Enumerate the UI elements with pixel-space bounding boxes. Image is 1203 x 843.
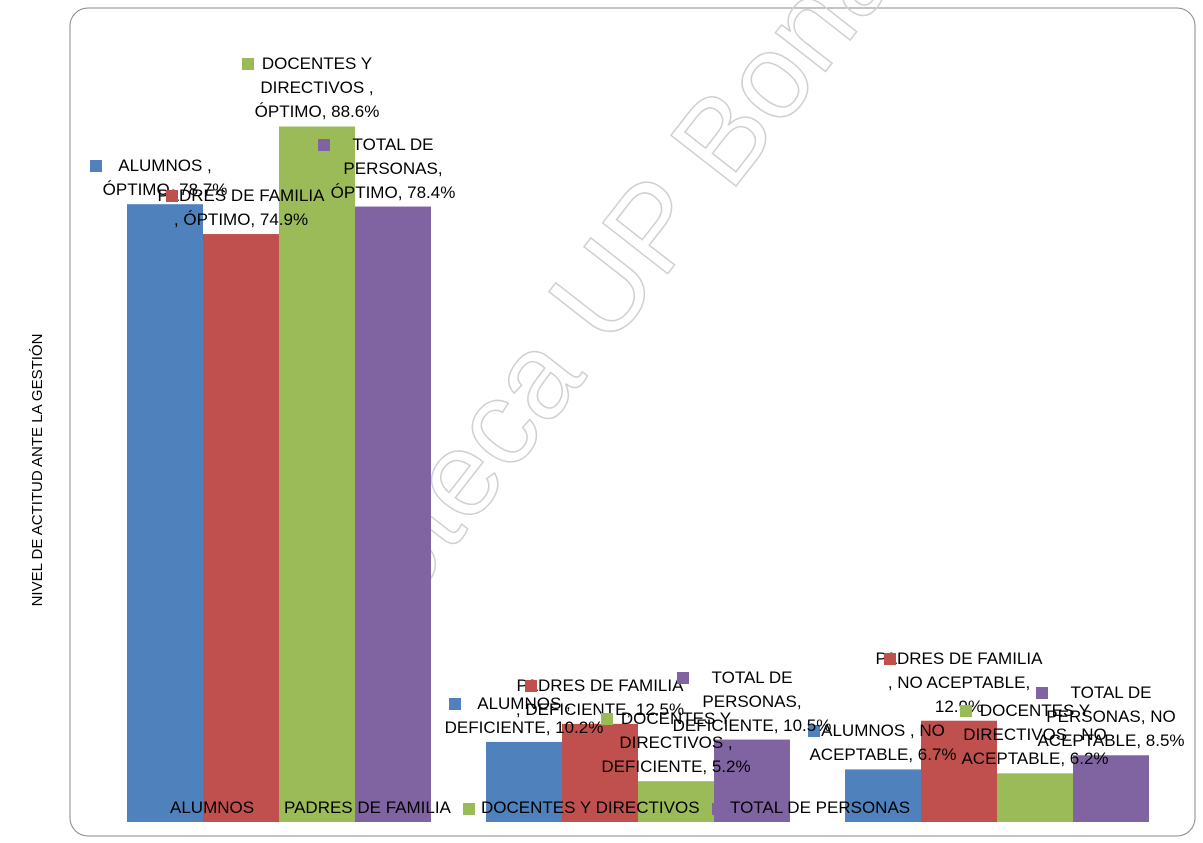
bar [714, 739, 790, 822]
data-label-marker [242, 58, 254, 71]
data-label-marker [90, 160, 102, 173]
data-label: DOCENTES Y DIRECTIVOS , ÓPTIMO, 88.6% [254, 54, 380, 122]
data-label-marker [677, 671, 689, 684]
bar [997, 773, 1073, 822]
legend-label: TOTAL DE PERSONAS [730, 798, 911, 817]
bar [486, 741, 562, 822]
data-label-marker [525, 679, 537, 692]
legend-label: DOCENTES Y DIRECTIVOS [481, 798, 700, 817]
data-label-marker [166, 190, 178, 203]
data-label: TOTAL DE PERSONAS, DEFICIENTE, 10.5% [672, 667, 832, 735]
data-label: TOTAL DE PERSONAS, NO ACEPTABLE, 8.5% [1037, 683, 1185, 751]
data-label: PADRES DE FAMILIA , DEFICIENTE, 12.5% [515, 675, 685, 719]
bar [638, 781, 714, 822]
data-label-marker [318, 138, 330, 151]
data-label: DOCENTES Y DIRECTIVOS , NO ACEPTABLE, 6.… [961, 701, 1109, 769]
legend-marker [463, 803, 475, 815]
data-label-marker [449, 697, 461, 710]
legend-label: PADRES DE FAMILIA [284, 798, 451, 817]
data-label: PADRES DE FAMILIA , ÓPTIMO, 74.9% [157, 186, 325, 230]
data-label-marker [808, 725, 820, 738]
data-label: ALUMNOS , DEFICIENTE, 10.2% [444, 693, 604, 737]
data-label-marker [960, 705, 972, 718]
legend-marker [266, 803, 278, 815]
bar [921, 720, 997, 822]
bar [562, 723, 638, 822]
legend-marker [152, 803, 164, 815]
legend-label: ALUMNOS [170, 798, 255, 817]
data-label: ALUMNOS , ÓPTIMO, 78.7% [102, 156, 228, 200]
legend-marker [712, 803, 724, 815]
data-label: TOTAL DE PERSONAS, ÓPTIMO, 78.4% [330, 134, 456, 202]
data-label: ALUMNOS , NO ACEPTABLE, 6.7% [809, 721, 957, 765]
bar [845, 769, 921, 822]
data-label: DOCENTES Y DIRECTIVOS , DEFICIENTE, 5.2% [601, 709, 751, 777]
bar [127, 204, 203, 822]
bar [355, 206, 431, 822]
y-axis-label: NIVEL DE ACTITUD ANTE LA GESTIÓN [29, 334, 46, 607]
data-label: PADRES DE FAMILIA , NO ACEPTABLE, 12.9% [875, 648, 1043, 716]
data-label-marker [1036, 687, 1048, 700]
data-label-marker [601, 713, 613, 726]
bar [279, 126, 355, 823]
data-label-marker [884, 652, 896, 665]
bar [1073, 755, 1149, 822]
bar [203, 234, 279, 822]
